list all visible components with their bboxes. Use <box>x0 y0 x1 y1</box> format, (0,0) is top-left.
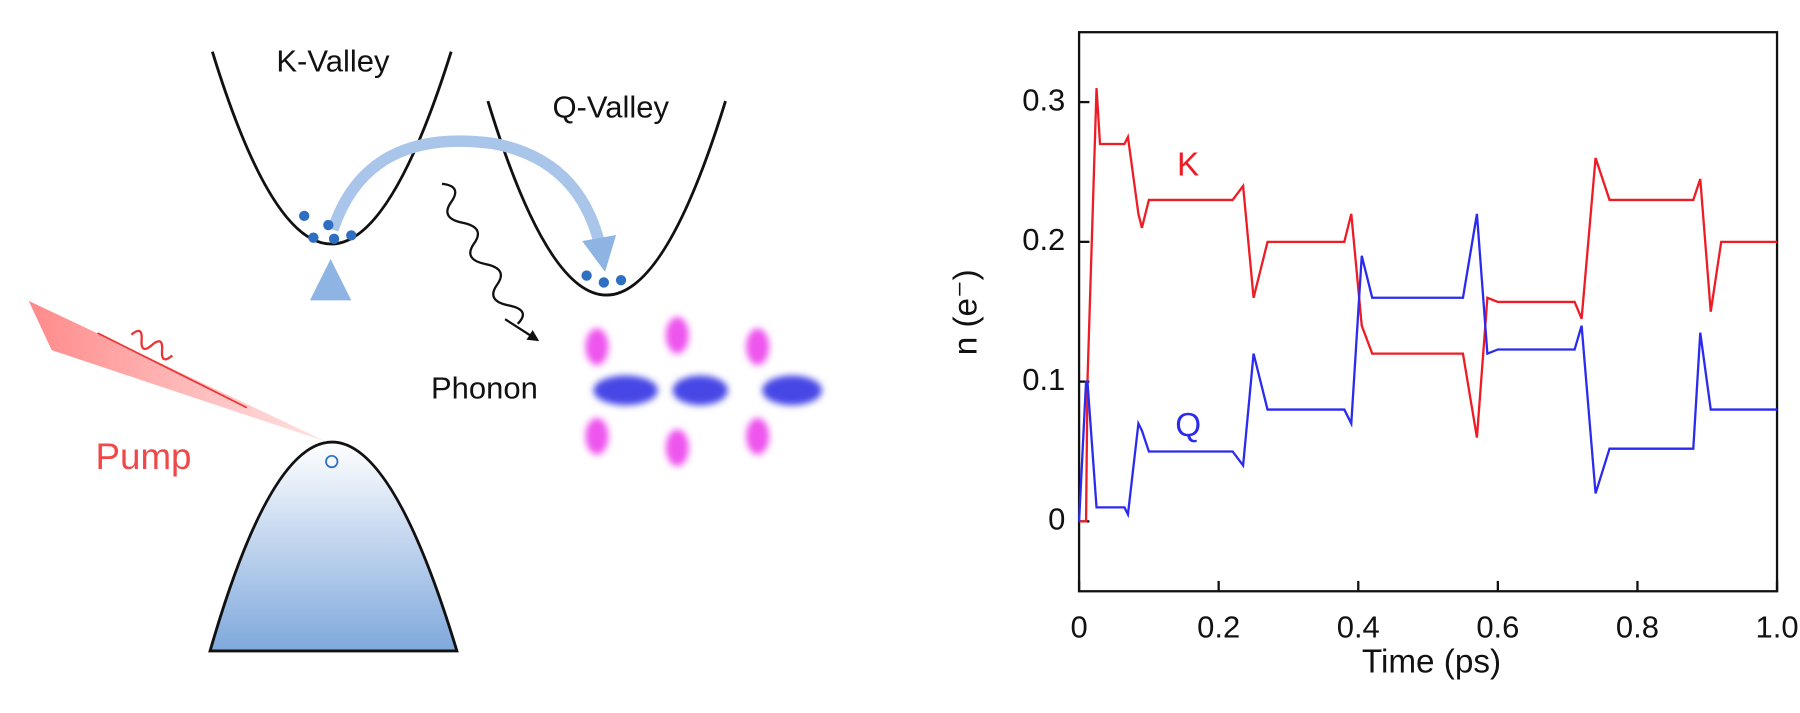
electron <box>308 232 319 243</box>
electron <box>328 233 340 244</box>
y-axis-title: n (e⁻) <box>948 269 985 355</box>
hole <box>325 454 339 469</box>
diagram: K-Valley Q-Valley Pump Phonon <box>28 43 822 653</box>
x-tick-label: 0.4 <box>1337 609 1380 644</box>
series-label: K <box>1177 146 1199 183</box>
x-tick-label: 1.0 <box>1756 609 1799 644</box>
label: K-Valley <box>276 43 390 78</box>
electron <box>323 219 334 231</box>
valence-band <box>208 440 459 653</box>
x-tick-label: 0 <box>1070 609 1087 644</box>
electron <box>598 277 609 288</box>
pump-ray <box>97 332 248 409</box>
series-line <box>1077 213 1778 522</box>
atom <box>593 375 658 406</box>
x-tick-label: 0.2 <box>1197 609 1240 644</box>
x-tick-label: 0.8 <box>1616 609 1659 644</box>
electron <box>299 210 310 222</box>
atom <box>585 417 609 455</box>
scattering-arrow <box>327 135 617 272</box>
q-valley-band <box>486 100 727 297</box>
electron <box>581 270 592 281</box>
atom <box>672 375 728 406</box>
label: Pump <box>96 436 192 477</box>
electrons <box>299 210 627 288</box>
x-tick-label: 0.6 <box>1476 609 1519 644</box>
x-axis-title: Time (ps) <box>1362 643 1501 680</box>
y-tick-label: 0.3 <box>1022 82 1065 117</box>
atom <box>585 328 609 366</box>
atom <box>762 375 822 406</box>
atom <box>746 328 770 366</box>
pump-beam <box>28 300 328 443</box>
phonon-arrow <box>504 318 540 342</box>
y-tick-label: 0.2 <box>1022 222 1065 257</box>
atom <box>746 417 770 455</box>
atom <box>665 316 689 354</box>
series-line <box>1079 88 1778 523</box>
chart: Time (ps) n (e⁻) 0 0.2 0.4 0.6 0.8 1.0 0 0.1 0.2… <box>948 31 1799 680</box>
y-tick-label: 0.1 <box>1022 362 1065 397</box>
label: Q-Valley <box>552 89 669 124</box>
atom <box>665 429 689 467</box>
plot-frame <box>1077 31 1779 593</box>
y-tick-label: 0 <box>1048 502 1065 537</box>
phonon-lattice <box>585 316 822 467</box>
series-label: Q <box>1175 407 1201 444</box>
electron <box>615 274 627 286</box>
pump-pulse <box>130 329 174 361</box>
label: Phonon <box>431 371 538 406</box>
phonon-emission <box>441 182 525 325</box>
electron <box>346 230 357 241</box>
